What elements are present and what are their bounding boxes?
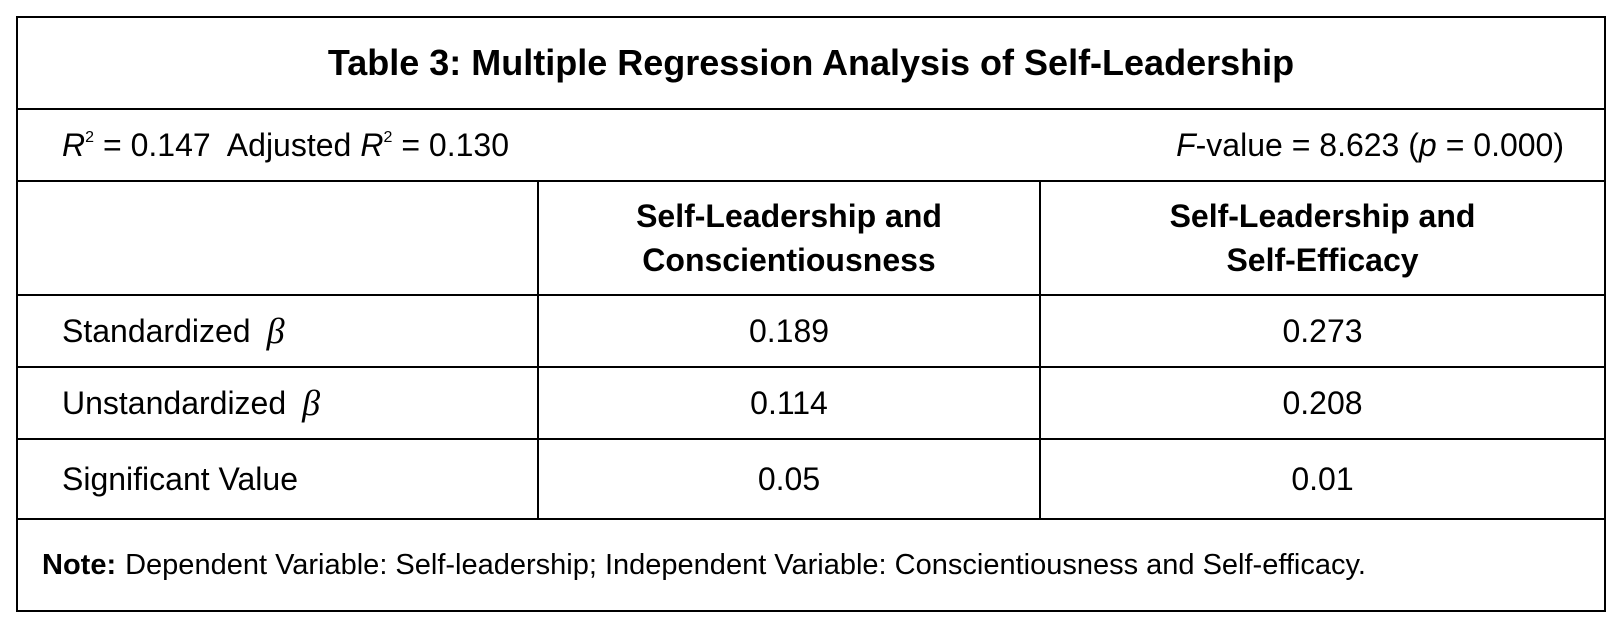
value-cell: 0.114: [539, 368, 1041, 438]
title-text: Table 3: Multiple Regression Analysis of…: [327, 42, 1295, 83]
stats-row: R2 = 0.147 Adjusted R2 = 0.130 F-value = 8.…: [18, 110, 1604, 182]
value-cell: 0.208: [1041, 368, 1604, 438]
value-cell: 0.01: [1041, 440, 1604, 518]
cell-value: 0.01: [1291, 460, 1354, 497]
cell-value: 0.189: [748, 312, 830, 349]
note-text: Dependent Variable: Self-leadership; Ind…: [125, 548, 1366, 581]
row-label: Unstandardized: [62, 384, 287, 421]
row-label: Standardized: [62, 312, 251, 349]
header-cell: Self-Leadership and Conscientiousness: [539, 182, 1041, 294]
column-header: Self-Efficacy: [1226, 242, 1419, 278]
cell-value: 0.273: [1282, 312, 1363, 349]
header-cell: [18, 182, 539, 294]
r-exponent: 2: [85, 128, 95, 146]
row-label-cell: Significant Value: [18, 440, 539, 518]
value-cell: 0.189: [539, 296, 1041, 366]
r-symbol: R: [62, 126, 86, 163]
table-title: Table 3: Multiple Regression Analysis of…: [18, 18, 1604, 110]
row-label: Significant Value: [62, 460, 298, 497]
p-text: = 0.000): [1445, 126, 1564, 163]
data-row: Standardized β 0.189 0.273: [18, 296, 1604, 368]
note-row: Note: Dependent Variable: Self-leadership…: [18, 518, 1604, 610]
f-symbol: F: [1176, 126, 1196, 163]
row-label-cell: Standardized β: [18, 296, 539, 366]
r-text: = 0.147: [103, 126, 211, 163]
beta-symbol: β: [302, 383, 321, 423]
value-cell: 0.273: [1041, 296, 1604, 366]
column-header: Self-Leadership and: [636, 198, 942, 234]
column-header: Self-Leadership and: [1169, 198, 1476, 234]
adjusted-prefix: Adjusted: [226, 126, 352, 163]
adj-r-symbol: R: [360, 126, 384, 163]
table-body: Standardized β 0.189 0.273 Unstandardized β 0.…: [18, 296, 1604, 518]
f-stats: F-value = 8.623 (p = 0.000): [1176, 127, 1564, 164]
value-cell: 0.05: [539, 440, 1041, 518]
note-label: Note:: [42, 548, 117, 581]
header-row: Self-Leadership and Conscientiousness Se…: [18, 182, 1604, 296]
cell-value: 0.114: [750, 384, 828, 421]
f-text: -value = 8.623 (: [1195, 126, 1419, 163]
row-label-cell: Unstandardized β: [18, 368, 539, 438]
adj-r-exponent: 2: [383, 128, 393, 146]
cell-value: 0.208: [1282, 384, 1363, 421]
adj-r-text: = 0.130: [401, 126, 509, 163]
table: Table 3: Multiple Regression Analysis of…: [16, 16, 1606, 612]
data-row: Unstandardized β 0.114 0.208: [18, 368, 1604, 440]
beta-symbol: β: [266, 311, 285, 351]
cell-value: 0.05: [757, 460, 821, 497]
header-cell: Self-Leadership and Self-Efficacy: [1041, 182, 1604, 294]
data-row: Significant Value 0.05 0.01: [18, 440, 1604, 518]
p-symbol: p: [1418, 126, 1437, 163]
column-header: Conscientiousness: [642, 242, 936, 278]
r-squared-stats: R2 = 0.147 Adjusted R2 = 0.130: [62, 127, 509, 164]
